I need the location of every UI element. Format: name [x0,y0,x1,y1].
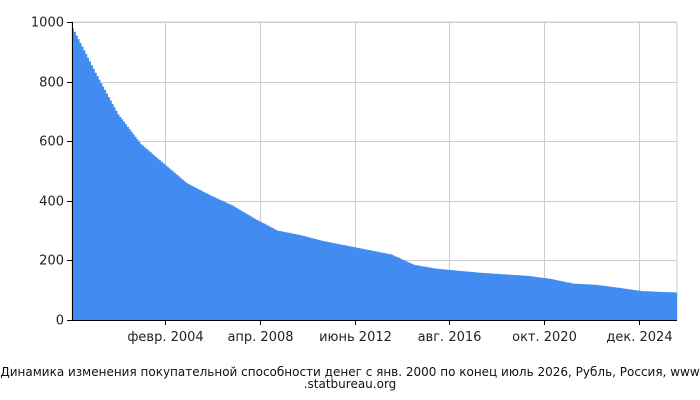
y-tick-label: 800 [39,76,64,91]
y-axis-ticks: 0 200 400 600 800 1000 [31,16,72,329]
chart-caption-line-2: .statbureau.org [303,377,397,391]
y-tick-label: 1000 [31,16,64,31]
axes [72,22,677,321]
x-tick-label: апр. 2008 [227,330,293,345]
x-tick-label: дек. 2024 [606,330,672,345]
chart-caption-line-1: Динамика изменения покупательной способн… [0,365,700,379]
y-tick-label: 400 [39,195,64,210]
series-area-group [71,27,678,320]
y-tick-label: 0 [56,314,64,329]
y-tick-label: 600 [39,135,64,150]
x-tick-label: окт. 2020 [512,330,577,345]
x-axis-ticks: февр. 2004 апр. 2008 июнь 2012 авг. 2016 окт… [127,320,673,345]
x-tick-label: февр. 2004 [127,330,203,345]
x-tick-label: авг. 2016 [418,330,482,345]
y-tick-label: 200 [39,254,64,269]
x-tick-label: июнь 2012 [319,330,392,345]
series-area [72,28,677,320]
